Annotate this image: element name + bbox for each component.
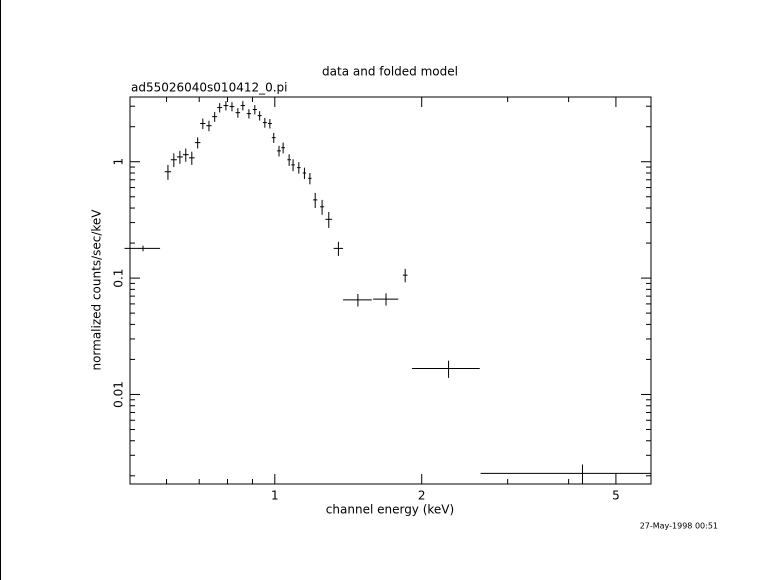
y-axis-label: normalized counts/sec/keV (90, 209, 104, 371)
chart-title: data and folded model (322, 65, 458, 79)
x-tick-label: 5 (612, 489, 620, 503)
timestamp: 27-May-1998 00:51 (640, 522, 718, 531)
y-tick-label: 0.1 (112, 269, 126, 288)
x-tick-label: 1 (271, 489, 279, 503)
x-tick-label: 2 (418, 489, 426, 503)
y-tick-label: 0.01 (112, 381, 126, 408)
plot-frame (129, 96, 652, 485)
x-axis-label: channel energy (keV) (326, 503, 454, 517)
chart-subtitle: ad55026040s010412_0.pi (131, 81, 288, 95)
y-tick-label: 1 (112, 158, 126, 166)
